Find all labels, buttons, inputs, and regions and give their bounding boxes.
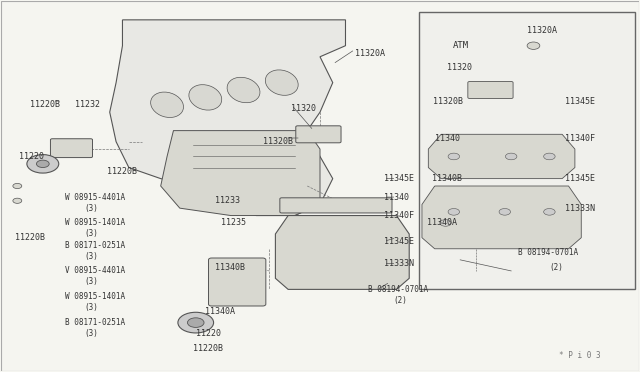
Text: 11320B: 11320B [262, 137, 292, 146]
Ellipse shape [189, 85, 221, 110]
Text: 11320A: 11320A [527, 26, 557, 35]
Circle shape [36, 160, 49, 167]
Text: 11340B: 11340B [215, 263, 245, 272]
Ellipse shape [227, 77, 260, 103]
Text: (3): (3) [84, 230, 98, 238]
Text: * P i 0 3: * P i 0 3 [559, 350, 600, 359]
Text: 11340A: 11340A [427, 218, 457, 227]
Circle shape [506, 153, 517, 160]
Circle shape [178, 312, 214, 333]
Text: 11220B: 11220B [106, 167, 136, 176]
Text: B 08194-0701A: B 08194-0701A [368, 285, 428, 294]
Text: (2): (2) [549, 263, 563, 272]
Text: 11333N: 11333N [384, 259, 413, 268]
Text: 11232: 11232 [75, 100, 100, 109]
Text: W 08915-4401A: W 08915-4401A [65, 193, 125, 202]
Text: V 08915-4401A: V 08915-4401A [65, 266, 125, 275]
Text: 11345E: 11345E [384, 174, 413, 183]
PathPatch shape [422, 186, 581, 249]
Text: W 08915-1401A: W 08915-1401A [65, 218, 125, 227]
Text: 11220: 11220 [196, 329, 221, 338]
Text: 11340F: 11340F [565, 134, 595, 142]
Text: 11220B: 11220B [15, 233, 45, 242]
Text: (3): (3) [84, 203, 98, 213]
FancyBboxPatch shape [296, 126, 341, 143]
Text: ATM: ATM [452, 41, 468, 50]
Text: (3): (3) [84, 303, 98, 312]
Text: 11340: 11340 [435, 134, 460, 142]
Circle shape [543, 209, 555, 215]
Text: (3): (3) [84, 251, 98, 261]
FancyBboxPatch shape [280, 198, 392, 213]
Text: 11340A: 11340A [205, 307, 236, 316]
Bar [419, 13, 636, 289]
Text: 11340: 11340 [384, 193, 409, 202]
PathPatch shape [109, 20, 346, 215]
Circle shape [188, 318, 204, 327]
Text: 11220B: 11220B [193, 344, 223, 353]
Text: 11320A: 11320A [355, 49, 385, 58]
Ellipse shape [266, 70, 298, 95]
Text: 11345E: 11345E [565, 97, 595, 106]
Circle shape [448, 153, 460, 160]
Text: 11333N: 11333N [565, 203, 595, 213]
Text: W 08915-1401A: W 08915-1401A [65, 292, 125, 301]
Text: B 08171-0251A: B 08171-0251A [65, 318, 125, 327]
FancyBboxPatch shape [209, 258, 266, 306]
Text: 11320: 11320 [447, 63, 472, 72]
Circle shape [440, 219, 451, 226]
Circle shape [13, 183, 22, 189]
Text: 11320: 11320 [291, 104, 316, 113]
Text: 11345E: 11345E [384, 237, 413, 246]
PathPatch shape [428, 134, 575, 179]
Text: 11340F: 11340F [384, 211, 413, 220]
PathPatch shape [275, 215, 409, 289]
Text: (2): (2) [394, 296, 407, 305]
Text: 11320B: 11320B [433, 97, 463, 106]
Text: 11220: 11220 [19, 152, 44, 161]
Text: B 08171-0251A: B 08171-0251A [65, 241, 125, 250]
Text: (3): (3) [84, 329, 98, 338]
Text: 11235: 11235 [221, 218, 246, 227]
Circle shape [27, 155, 59, 173]
Circle shape [499, 209, 511, 215]
Circle shape [13, 198, 22, 203]
Text: B 08194-0701A: B 08194-0701A [518, 248, 578, 257]
Text: 11345E: 11345E [565, 174, 595, 183]
Circle shape [527, 42, 540, 49]
Text: 11233: 11233 [215, 196, 240, 205]
Circle shape [543, 153, 555, 160]
FancyBboxPatch shape [51, 139, 93, 158]
Text: (3): (3) [84, 278, 98, 286]
PathPatch shape [161, 131, 320, 215]
Text: 11220B: 11220B [30, 100, 60, 109]
FancyBboxPatch shape [468, 81, 513, 99]
Ellipse shape [150, 92, 184, 118]
Circle shape [448, 209, 460, 215]
Text: 11340B: 11340B [431, 174, 461, 183]
